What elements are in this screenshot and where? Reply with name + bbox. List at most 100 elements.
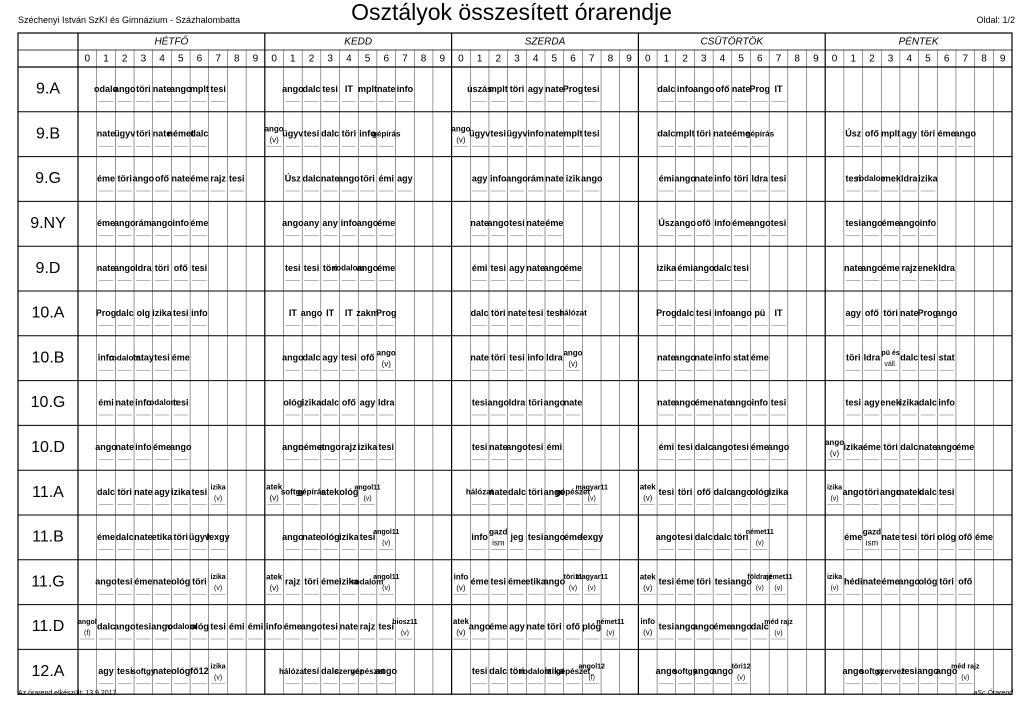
lesson-cell: softgy [673,667,698,676]
lesson-cell: izika [657,263,678,273]
lesson-cell: tesi [733,442,749,452]
lesson-cell: (v) [382,585,390,592]
lesson-cell: jeg [509,532,523,542]
lesson-cell: (v) [456,628,466,637]
lesson-cell: töri [865,487,880,497]
lesson-cell: izik [566,173,582,183]
lesson-cell: émi [248,621,264,631]
lesson-cell: ango [282,84,304,94]
lesson-cell: ango [357,218,379,228]
lesson-cell: tesi [659,577,675,587]
lesson-cell: magyar11 [576,574,608,581]
lesson-cell: ango [899,218,921,228]
lesson-cell: dalc [751,621,769,631]
lesson-cell: ango [730,487,752,497]
lesson-cell: angol [78,619,97,626]
lesson-cell: (v) [643,628,653,637]
lesson-cell: (v) [774,585,782,592]
period-number: 8 [421,54,427,65]
class-label: 11.A [32,484,64,501]
lesson-cell: info [266,621,283,631]
lesson-cell: mplt [358,84,377,94]
lesson-cell: info [490,173,507,183]
lesson-cell: méd rajz [951,664,980,671]
period-number: 2 [496,54,502,65]
lesson-cell: nate [695,173,714,183]
lesson-cell: izika [358,442,379,452]
period-number: 0 [85,54,91,65]
lesson-cell: agy [322,353,338,363]
lesson-cell: plóg [582,621,601,631]
lesson-cell: ango [301,308,323,318]
lesson-cell: gépírás [746,129,775,138]
period-number: 4 [346,54,352,65]
lesson-cell: atek [266,572,283,581]
lesson-cell: éme [97,532,115,542]
lesson-cell: töri [921,129,936,139]
lesson-cell: töri [136,129,151,139]
lesson-cell: dalc [900,353,918,363]
lesson-cell: émi [229,621,245,631]
lesson-cell: info [471,532,488,542]
lesson-cell: (v) [830,495,838,502]
lesson-cell: gépészet [350,667,385,676]
lesson-cell: tesi [696,308,712,318]
lesson-cell: info [341,218,358,228]
lesson-cell: nate [881,532,900,542]
lesson-cell: nate [134,487,153,497]
lesson-cell: éme [713,621,731,631]
lesson-cell: tesi [528,532,544,542]
lesson-cell: töri [192,577,207,587]
lesson-cell: izika [900,397,921,407]
lesson-cell: ofő [865,129,879,139]
lesson-cell: éme [882,263,900,273]
lesson-cell: ango [357,263,379,273]
lesson-cell: ológ [171,666,190,676]
period-number: 1 [103,54,109,65]
class-label: 10.B [32,349,65,366]
lesson-cell: tesi [322,621,338,631]
lesson-cell: tesi [528,442,544,452]
lesson-cell: agy [845,308,861,318]
lesson-cell: tesi [229,173,245,183]
lesson-cell: nate [321,173,340,183]
lesson-cell: ológ [750,487,769,497]
lesson-cell: ism [492,539,505,548]
lesson-cell: softgy [281,488,306,497]
lesson-cell: dalc [471,308,489,318]
lesson-cell: töri [528,487,543,497]
lesson-cell: IT [775,84,784,94]
lesson-cell: ldra [135,263,153,273]
period-number: 0 [271,54,277,65]
lesson-cell: info [397,84,414,94]
lesson-cell: ango [768,442,790,452]
lesson-cell: émi [472,263,488,273]
lesson-cell: ango [151,218,173,228]
lesson-cell: tesi [378,621,394,631]
lesson-cell: nate [919,442,938,452]
lesson-cell: magyar11 [576,484,608,491]
lesson-cell: tesi [920,353,936,363]
lesson-cell: (v) [756,585,764,592]
lesson-cell: gépírás [297,488,326,497]
lesson-cell: töri [510,666,525,676]
lesson-cell: tesi [136,621,152,631]
lesson-cell: IT [345,308,354,318]
period-number: 7 [215,54,221,65]
lesson-cell: nate [302,532,321,542]
lesson-cell: ango [319,442,341,452]
lesson-cell: (v) [643,583,653,592]
lesson-cell: (v) [774,630,782,637]
lesson-cell: töri [136,84,151,94]
lesson-cell: (v) [269,583,279,592]
lesson-cell: nate [508,308,527,318]
lesson-cell: ügyv [469,129,490,139]
lesson-cell: nate [153,129,172,139]
lesson-cell: gazd [489,528,507,537]
lesson-cell: hédi [844,577,863,587]
lesson-cell: ofő [958,577,972,587]
lesson-cell: IT [345,84,354,94]
lesson-cell: ango [842,487,864,497]
period-number: 9 [253,54,259,65]
